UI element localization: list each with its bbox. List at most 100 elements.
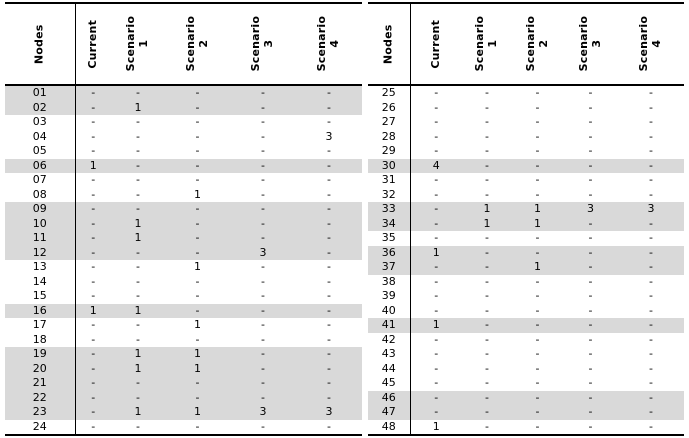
value-cell: - <box>588 390 593 404</box>
value-cell: - <box>588 173 593 186</box>
value-cell: - <box>535 405 540 418</box>
value-cell: - <box>195 332 200 346</box>
value-cell: - <box>261 202 265 215</box>
node-cell: 06 <box>5 158 76 173</box>
value-cell: - <box>91 419 96 433</box>
value-cell: - <box>434 405 439 418</box>
table-row: 05 - - - - - <box>5 144 362 159</box>
rotated-label-wrap: Nodes <box>368 4 410 84</box>
value-cell: - <box>434 100 439 114</box>
value-cell: - <box>588 419 593 433</box>
table-row: 03 - - - - - <box>5 115 362 130</box>
value-cell: - <box>588 158 593 172</box>
node-cell: 21 <box>5 376 76 391</box>
value-cell: - <box>588 289 593 302</box>
table-row: 17 - - 1 - - <box>5 318 362 333</box>
value-cell: - <box>588 231 593 244</box>
node-cell: 22 <box>5 390 76 405</box>
value-cell: - <box>91 390 96 404</box>
table-row: 33-1 1 3 3 <box>368 202 684 217</box>
value-cell: - <box>261 332 265 346</box>
value-cell: - <box>327 347 331 360</box>
value-cell: - <box>434 231 439 244</box>
table-row: 09 - - - - - <box>5 202 362 217</box>
value-cell: - <box>91 100 96 114</box>
table-row: 43 - - - - - <box>368 347 684 362</box>
table-row: 07 - - - - - <box>5 173 362 188</box>
table-row: 18 - - - - - <box>5 332 362 347</box>
table-header: Nodes Current Scenario 1 Scenario 2 Scen… <box>5 3 362 86</box>
node-cell: 13 <box>5 260 76 275</box>
header-label: Scenario 2 <box>183 16 210 72</box>
value-cell: - <box>136 144 140 157</box>
value-cell: - <box>327 303 331 317</box>
node-cell: 31 <box>368 173 411 188</box>
node-cell: 44 <box>368 361 411 376</box>
header-label: Scenario 2 <box>523 16 550 72</box>
value-cell: - <box>588 332 593 346</box>
node-cell: 32 <box>368 187 411 202</box>
header-label: Nodes <box>32 24 46 64</box>
value-cell: - <box>195 216 200 230</box>
value-cell: - <box>136 376 140 389</box>
node-cell: 17 <box>5 318 76 333</box>
value-cell: - <box>649 361 653 375</box>
value-cell: - <box>195 376 200 389</box>
nodes-table-right: Nodes Current Scenario 1 Scenario 2 Scen… <box>368 2 684 436</box>
node-cell: 08 <box>5 187 76 202</box>
value-cell: - <box>136 318 140 331</box>
node-cell: 48 <box>368 419 411 435</box>
value-cell: - <box>485 86 489 99</box>
table-row: 16 1 1 - - - <box>5 303 362 318</box>
value-cell: - <box>485 332 489 346</box>
value-cell: - <box>535 173 540 186</box>
value-cell: - <box>136 115 140 128</box>
node-cell: 47 <box>368 405 411 420</box>
value-cell: 4 <box>432 158 440 172</box>
value-cell: - <box>327 289 331 302</box>
table-row: 42 - - - - - <box>368 332 684 347</box>
header-scenario-3: Scenario 3 <box>230 3 296 86</box>
value-cell: - <box>91 202 96 215</box>
value-cell: - <box>434 144 439 157</box>
nodes-table-left: Nodes Current Scenario 1 Scenario 2 Scen… <box>5 2 362 436</box>
table-row: 11 - 1 - - - <box>5 231 362 246</box>
value-cell: - <box>91 129 96 143</box>
value-cell: - <box>535 347 540 360</box>
value-cell: - <box>535 361 540 375</box>
node-cell: 04 <box>5 129 76 144</box>
value-cell: - <box>588 86 593 99</box>
value-cell: - <box>588 260 593 273</box>
value-cell: - <box>327 216 331 230</box>
header-label: Current <box>428 19 442 69</box>
value-cell: 3 <box>259 405 267 418</box>
value-cell: - <box>261 318 265 331</box>
value-cell: - <box>136 202 140 215</box>
value-cell: - <box>535 390 540 404</box>
node-cell: 30 <box>368 158 411 173</box>
table-row: 47 - - - - - <box>368 405 684 420</box>
header-row: Nodes Current Scenario 1 Scenario 2 Scen… <box>5 3 362 86</box>
value-cell: - <box>91 361 96 375</box>
node-cell: 12 <box>5 245 76 260</box>
header-scenario-4: Scenario 4 <box>296 3 362 86</box>
value-cell: - <box>261 419 265 433</box>
node-cell: 28 <box>368 129 411 144</box>
header-current: Current <box>410 3 462 86</box>
value-cell: - <box>649 390 653 404</box>
table-header: Nodes Current Scenario 1 Scenario 2 Scen… <box>368 3 684 86</box>
value-cell: - <box>91 376 96 389</box>
value-cell: 1 <box>534 260 541 273</box>
value-cell: - <box>195 245 200 259</box>
value-cell: - <box>91 216 96 230</box>
node-cell: 29 <box>368 144 411 159</box>
node-cell: 42 <box>368 332 411 347</box>
node-cell: 24 <box>5 419 76 435</box>
value-cell: - <box>485 173 489 186</box>
value-cell: - <box>649 231 653 244</box>
table-row: 39 - - - - - <box>368 289 684 304</box>
value-cell: - <box>649 129 653 143</box>
value-cell: - <box>91 260 96 273</box>
value-cell: - <box>434 289 439 302</box>
value-cell: - <box>195 303 200 317</box>
